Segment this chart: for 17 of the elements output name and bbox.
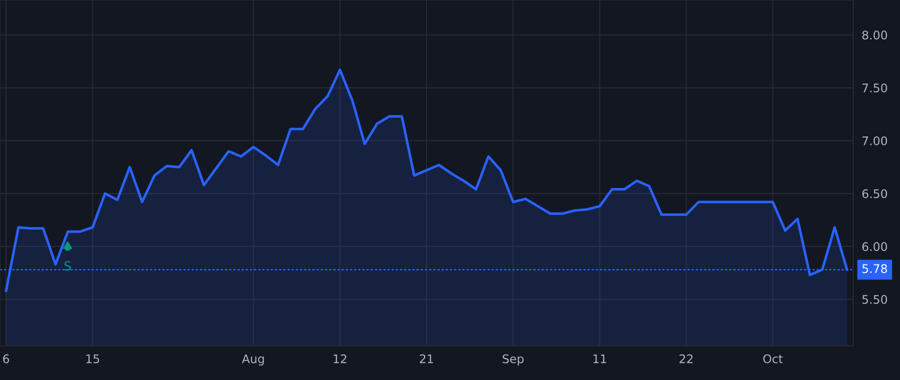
y-tick-label: 6.00 [862, 242, 888, 252]
annotation: S [64, 261, 71, 271]
y-tick-label: 7.50 [862, 83, 888, 92]
y-tick-label: 7.00 [862, 136, 888, 146]
x-tick-label: 15 [86, 354, 100, 364]
x-tick-label: 6 [3, 354, 10, 364]
x-tick-label: Aug [242, 354, 264, 366]
y-tick-label: 8.00 [862, 30, 888, 40]
x-tick-label: 21 [420, 354, 433, 364]
x-tick-label: Sep [502, 354, 524, 366]
ref-line-label: 5.78 [862, 264, 888, 274]
y-tick-label: 6.50 [862, 189, 888, 198]
x-tick-label: 12 [334, 354, 346, 364]
x-tick-label: 11 [593, 354, 606, 364]
x-tick-label: 22 [680, 354, 693, 364]
y-tick-label: 5.50 [862, 294, 888, 304]
x-tick-label: Oct [763, 354, 783, 364]
